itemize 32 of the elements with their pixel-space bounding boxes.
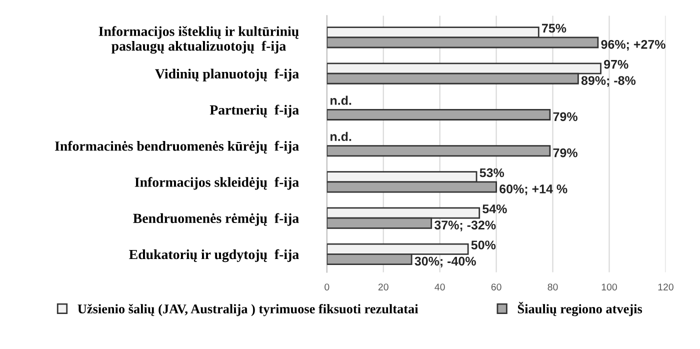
- x-tick-label: 80: [548, 284, 558, 290]
- legend-label: Užsienio šalių (JAV, Australija ) tyrimuose fiksuoti rezultatai: [78, 304, 418, 316]
- x-tick-label: 0: [324, 284, 330, 290]
- data-label: 53%: [480, 168, 504, 178]
- y-tick-label: Bendruomenės rėmėjų f-ija: [133, 213, 299, 226]
- x-tick-label: 120: [658, 284, 674, 290]
- data-label: 79%: [553, 112, 578, 122]
- x-tick-label: 100: [602, 284, 617, 290]
- x-tick-label: 40: [434, 284, 445, 290]
- y-tick-label: Edukatorių ir ugdytojų f-ija: [129, 249, 299, 262]
- y-tick-label: Informacijos skleidėjų f-ija: [134, 177, 299, 190]
- data-label: 96%; +27%: [601, 40, 666, 51]
- data-label: 89%; -8%: [581, 76, 636, 87]
- data-label: 97%: [604, 60, 628, 69]
- x-tick-label: 20: [378, 284, 388, 290]
- data-label: 79%: [553, 148, 578, 158]
- data-label: 37%; -32%: [434, 220, 496, 232]
- data-label: 50%: [471, 240, 496, 250]
- legend-label: Šiaulių regiono atvejis: [518, 302, 642, 316]
- y-tick-label: Partnerių f-ija: [210, 104, 299, 118]
- data-label: 60%; +14 %: [500, 184, 568, 196]
- y-tick-label: Vidinių planuotojų f-ija: [155, 68, 299, 82]
- data-label: 75%: [542, 24, 566, 33]
- text: n.d.: [330, 96, 352, 105]
- data-label: 30%; -40%: [414, 256, 476, 268]
- bar: [326, 108, 551, 120]
- data-label: 54%: [482, 204, 507, 214]
- y-tick-label: Informacinės bendruomenės kūrėjų f-ija: [55, 140, 299, 154]
- text: n.d.: [330, 132, 352, 142]
- x-tick-label: 60: [491, 284, 502, 290]
- y-tick-label: Informacijos išteklių ir kultūrinių paslaugų aktualizuotojų f-ija: [98, 26, 299, 54]
- bar: [326, 145, 551, 157]
